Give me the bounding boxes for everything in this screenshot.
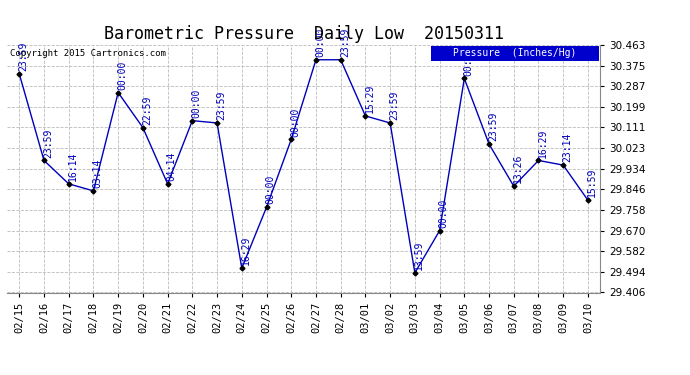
Text: 16:29: 16:29 — [538, 128, 548, 158]
Text: 23:59: 23:59 — [43, 128, 53, 158]
Text: 00:00: 00:00 — [439, 198, 449, 228]
Text: 13:26: 13:26 — [513, 154, 523, 183]
Text: Copyright 2015 Cartronics.com: Copyright 2015 Cartronics.com — [10, 49, 166, 58]
Title: Barometric Pressure  Daily Low  20150311: Barometric Pressure Daily Low 20150311 — [104, 26, 504, 44]
Text: 22:59: 22:59 — [142, 96, 152, 125]
Text: 04:14: 04:14 — [167, 152, 177, 181]
Text: 23:59: 23:59 — [489, 112, 498, 141]
Text: 00:00: 00:00 — [117, 60, 128, 90]
Text: 15:29: 15:29 — [364, 84, 375, 113]
Text: 13:59: 13:59 — [414, 241, 424, 270]
Text: 15:59: 15:59 — [587, 168, 597, 198]
Text: 16:29: 16:29 — [241, 236, 251, 266]
Text: 00:00: 00:00 — [315, 28, 325, 57]
Text: 16:14: 16:14 — [68, 152, 78, 181]
Text: 23:59: 23:59 — [389, 91, 400, 120]
Text: 00:00: 00:00 — [192, 88, 201, 118]
Text: 00:00: 00:00 — [290, 107, 300, 136]
Text: 23:59: 23:59 — [340, 28, 350, 57]
Text: 23:59: 23:59 — [216, 91, 226, 120]
Text: 00:00: 00:00 — [464, 46, 473, 76]
Text: 03:14: 03:14 — [92, 159, 103, 188]
Text: 23:14: 23:14 — [562, 133, 573, 162]
Text: 00:00: 00:00 — [266, 175, 276, 204]
Text: 23:59: 23:59 — [19, 42, 28, 71]
